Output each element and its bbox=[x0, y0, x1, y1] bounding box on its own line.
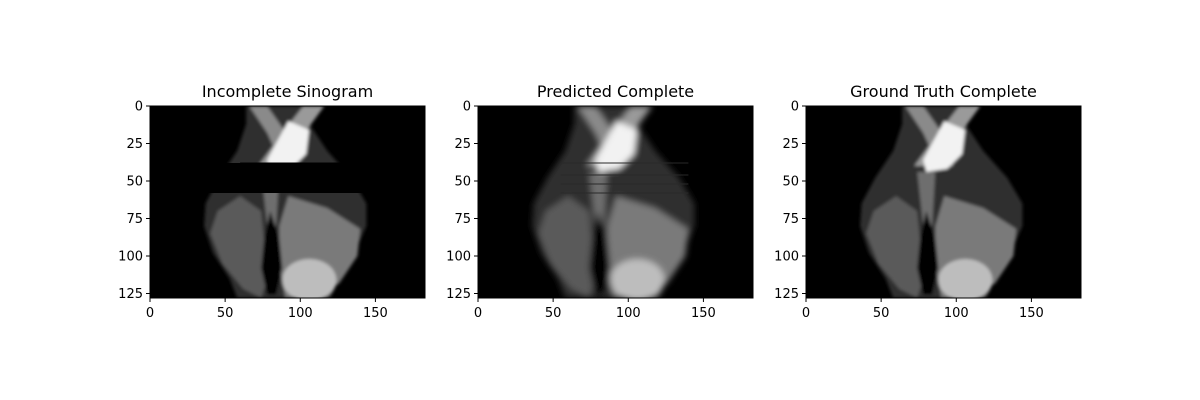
bottom-highlight bbox=[610, 259, 665, 298]
y-tick-label: 50 bbox=[126, 175, 143, 190]
sinogram-intensity bbox=[532, 106, 695, 298]
band-c bbox=[917, 172, 936, 226]
heatmap-image bbox=[150, 106, 425, 298]
axes-frame bbox=[805, 105, 1082, 299]
central-gap bbox=[261, 211, 283, 295]
sinogram-intensity bbox=[204, 106, 367, 298]
band-c bbox=[589, 172, 608, 226]
x-tick-label: 100 bbox=[616, 306, 641, 321]
y-tick-label: 0 bbox=[135, 100, 143, 115]
x-tick-label: 100 bbox=[944, 306, 969, 321]
x-tick-label: 50 bbox=[873, 306, 890, 321]
y-tick-label: 75 bbox=[782, 212, 799, 227]
bottom-highlight bbox=[938, 259, 993, 298]
central-gap bbox=[589, 211, 611, 295]
left-lobe bbox=[210, 196, 271, 298]
y-tick-label: 75 bbox=[126, 212, 143, 227]
x-tick-label: 0 bbox=[802, 306, 810, 321]
subplot-title: Incomplete Sinogram bbox=[202, 82, 373, 101]
left-lobe bbox=[538, 196, 599, 298]
y-tick-label: 75 bbox=[454, 212, 471, 227]
left-lobe bbox=[866, 196, 927, 298]
y-tick-label: 50 bbox=[454, 175, 471, 190]
bright-crossing bbox=[923, 121, 966, 172]
y-tick-label: 25 bbox=[782, 137, 799, 152]
axes-frame bbox=[477, 105, 754, 299]
x-tick-label: 50 bbox=[545, 306, 562, 321]
masked-rows bbox=[150, 163, 425, 193]
x-tick-label: 150 bbox=[1019, 306, 1044, 321]
central-gap bbox=[917, 211, 939, 295]
bottom-highlight bbox=[282, 259, 337, 298]
x-tick-label: 0 bbox=[146, 306, 154, 321]
y-tick-label: 25 bbox=[126, 137, 143, 152]
subplot-title: Predicted Complete bbox=[537, 82, 694, 101]
x-tick-label: 50 bbox=[217, 306, 234, 321]
y-tick-label: 125 bbox=[118, 287, 143, 302]
bright-crossing bbox=[267, 121, 310, 172]
subplot-1: Incomplete Sinogram 0 50 100 150 0 25 50 75 100 12… bbox=[118, 82, 426, 321]
y-tick-label: 100 bbox=[774, 250, 799, 265]
y-tick-label: 100 bbox=[446, 250, 471, 265]
x-tick-label: 0 bbox=[474, 306, 482, 321]
heatmap-image bbox=[806, 106, 1081, 298]
sinogram-intensity bbox=[860, 106, 1023, 298]
y-tick-label: 50 bbox=[782, 175, 799, 190]
y-tick-label: 0 bbox=[463, 100, 471, 115]
x-tick-label: 100 bbox=[288, 306, 313, 321]
subplot-title: Ground Truth Complete bbox=[850, 82, 1037, 101]
y-tick-label: 125 bbox=[446, 287, 471, 302]
x-tick-label: 150 bbox=[363, 306, 388, 321]
bright-crossing bbox=[595, 121, 638, 172]
y-tick-label: 125 bbox=[774, 287, 799, 302]
heatmap-image bbox=[478, 106, 753, 298]
subplot-3: Ground Truth Complete 0 50 100 150 0 25 50 75 100… bbox=[774, 82, 1082, 321]
axes-frame bbox=[149, 105, 426, 299]
y-tick-label: 100 bbox=[118, 250, 143, 265]
y-tick-label: 0 bbox=[791, 100, 799, 115]
y-tick-label: 25 bbox=[454, 137, 471, 152]
x-tick-label: 150 bbox=[691, 306, 716, 321]
subplot-2: Predicted Complete 0 50 100 150 0 25 50 75 100 125 bbox=[446, 82, 754, 321]
